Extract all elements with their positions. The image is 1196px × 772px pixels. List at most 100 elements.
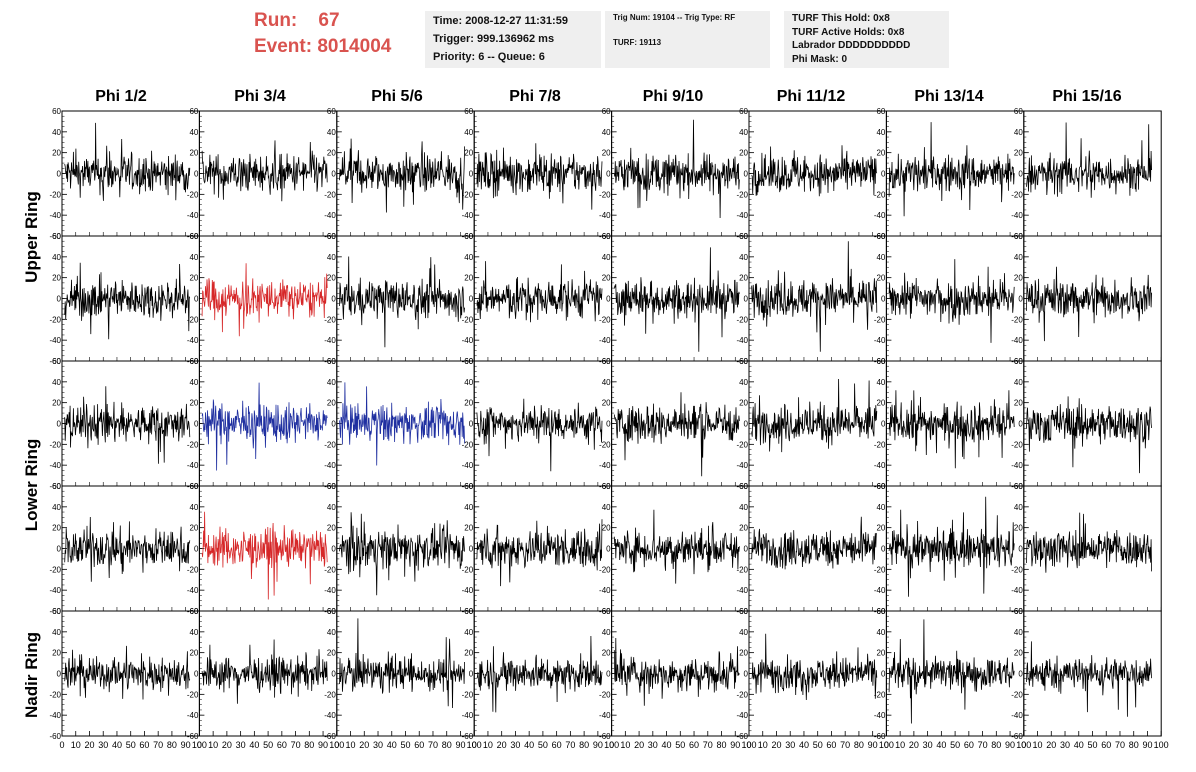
- y-tick-label: -20: [187, 190, 199, 199]
- x-tick-label: 0: [746, 740, 751, 750]
- y-tick-label: 0: [744, 545, 749, 554]
- waveform-trace: [1026, 266, 1152, 342]
- x-tick-label: 100: [604, 740, 619, 750]
- y-tick-label: -40: [187, 711, 199, 720]
- y-tick-label: 20: [52, 399, 61, 408]
- y-tick-label: -40: [1011, 461, 1023, 470]
- x-tick-label: 50: [813, 740, 823, 750]
- y-tick-label: 40: [602, 128, 611, 137]
- y-tick-label: 40: [739, 628, 748, 637]
- y-tick-label: 40: [602, 378, 611, 387]
- y-tick-label: -20: [874, 315, 886, 324]
- y-tick-label: 60: [52, 232, 61, 241]
- x-tick-label: 80: [442, 740, 452, 750]
- y-tick-label: 60: [876, 357, 885, 366]
- y-tick-label: -60: [874, 732, 886, 741]
- x-tick-label: 10: [71, 740, 81, 750]
- y-tick-label: 60: [327, 357, 336, 366]
- waveform-trace: [1026, 641, 1152, 717]
- y-tick-label: -20: [736, 690, 748, 699]
- x-tick-label: 80: [167, 740, 177, 750]
- y-tick-label: 0: [606, 545, 611, 554]
- y-tick-label: 20: [1014, 524, 1023, 533]
- y-tick-label: -20: [187, 440, 199, 449]
- event-label: Event:: [254, 36, 313, 57]
- y-tick-label: 20: [1014, 649, 1023, 658]
- x-tick-label: 80: [579, 740, 589, 750]
- y-tick-label: -40: [462, 461, 474, 470]
- y-tick-label: 20: [464, 149, 473, 158]
- y-tick-label: 0: [1018, 545, 1023, 554]
- y-tick-label: 0: [57, 170, 62, 179]
- y-tick-label: 20: [602, 274, 611, 283]
- y-tick-label: 40: [876, 628, 885, 637]
- y-tick-label: 0: [881, 670, 886, 679]
- x-tick-label: 20: [1046, 740, 1056, 750]
- x-tick-label: 60: [826, 740, 836, 750]
- y-tick-label: 0: [331, 545, 336, 554]
- y-tick-label: -40: [736, 211, 748, 220]
- x-tick-label: 30: [510, 740, 520, 750]
- y-tick-label: 0: [469, 170, 474, 179]
- y-tick-label: 0: [194, 670, 199, 679]
- y-tick-label: 40: [464, 628, 473, 637]
- turf-info-box: TURF This Hold: 0x8 TURF Active Holds: 0…: [784, 11, 949, 68]
- x-tick-label: 90: [318, 740, 328, 750]
- y-tick-label: 40: [52, 128, 61, 137]
- y-tick-label: -20: [49, 190, 61, 199]
- column-label-phi-3-4: Phi 3/4: [234, 88, 286, 105]
- waveform-trace: [888, 619, 1015, 724]
- y-tick-label: -40: [49, 711, 61, 720]
- x-tick-label: 20: [497, 740, 507, 750]
- waveform-trace: [751, 241, 878, 352]
- waveform-trace: [613, 392, 740, 477]
- y-tick-label: 0: [469, 545, 474, 554]
- y-tick-label: -40: [324, 711, 336, 720]
- y-tick-label: 20: [52, 149, 61, 158]
- waveform-trace: [476, 398, 603, 472]
- y-tick-label: 0: [331, 295, 336, 304]
- y-tick-label: 40: [189, 628, 198, 637]
- y-tick-label: 20: [602, 649, 611, 658]
- y-tick-label: 60: [739, 107, 748, 116]
- waveform-trace: [201, 382, 328, 471]
- y-tick-label: -40: [462, 711, 474, 720]
- y-tick-label: -40: [1011, 211, 1023, 220]
- y-tick-label: -40: [874, 336, 886, 345]
- y-tick-label: 40: [52, 628, 61, 637]
- y-tick-label: -60: [1011, 732, 1023, 741]
- waveform-trace: [64, 386, 191, 464]
- waveform-trace: [888, 390, 1015, 469]
- y-tick-label: -20: [1011, 190, 1023, 199]
- y-tick-label: -40: [187, 211, 199, 220]
- y-tick-label: 20: [464, 274, 473, 283]
- y-tick-label: 40: [189, 253, 198, 262]
- y-tick-label: 40: [1014, 503, 1023, 512]
- y-tick-label: -40: [599, 711, 611, 720]
- x-tick-label: 90: [1142, 740, 1152, 750]
- waveform-trace: [339, 138, 465, 213]
- y-tick-label: 40: [189, 128, 198, 137]
- y-tick-label: 60: [327, 232, 336, 241]
- waveform-trace: [339, 512, 465, 596]
- waveform-trace: [339, 256, 465, 348]
- y-tick-label: 20: [602, 524, 611, 533]
- x-tick-label: 80: [991, 740, 1001, 750]
- y-tick-label: 40: [1014, 378, 1023, 387]
- y-tick-label: -20: [324, 690, 336, 699]
- waveform-trace: [751, 516, 878, 570]
- y-tick-label: 60: [189, 232, 198, 241]
- y-tick-label: -20: [324, 315, 336, 324]
- x-tick-label: 70: [565, 740, 575, 750]
- waveform-trace: [476, 261, 603, 323]
- y-tick-label: 60: [464, 482, 473, 491]
- trigger-info-box: Trig Num: 19104 -- Trig Type: RF TURF: 1…: [605, 11, 770, 68]
- waveform-trace: [476, 635, 603, 713]
- waveform-trace: [64, 645, 191, 700]
- y-tick-label: -20: [462, 440, 474, 449]
- y-tick-label: 0: [606, 670, 611, 679]
- y-tick-label: -40: [187, 336, 199, 345]
- waveform-trace: [339, 618, 465, 709]
- y-tick-label: 20: [464, 649, 473, 658]
- x-tick-label: 40: [112, 740, 122, 750]
